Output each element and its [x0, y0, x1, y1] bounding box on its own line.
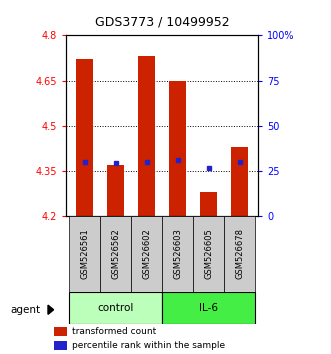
Bar [54, 327, 67, 336]
Bar [162, 216, 193, 292]
Bar [169, 80, 186, 216]
Text: control: control [98, 303, 134, 313]
Text: agent: agent [10, 305, 40, 315]
Text: GSM526562: GSM526562 [111, 229, 120, 279]
Bar [200, 192, 217, 216]
Bar [76, 59, 93, 216]
Bar [131, 216, 162, 292]
Bar [193, 216, 224, 292]
Text: GDS3773 / 10499952: GDS3773 / 10499952 [95, 16, 229, 29]
Bar [231, 147, 248, 216]
Text: GSM526561: GSM526561 [80, 229, 89, 279]
Bar [54, 341, 67, 350]
Bar [162, 292, 255, 324]
Text: transformed count: transformed count [72, 327, 157, 336]
Text: IL-6: IL-6 [199, 303, 218, 313]
Bar [107, 165, 124, 216]
Text: percentile rank within the sample: percentile rank within the sample [72, 341, 225, 350]
Bar [138, 56, 155, 216]
Bar [69, 292, 162, 324]
Bar [100, 216, 131, 292]
Bar [69, 216, 100, 292]
Text: GSM526602: GSM526602 [142, 229, 151, 279]
Text: GSM526603: GSM526603 [173, 229, 182, 279]
Text: GSM526678: GSM526678 [235, 228, 244, 280]
Text: GSM526605: GSM526605 [204, 229, 213, 279]
Bar [224, 216, 255, 292]
Polygon shape [48, 305, 54, 314]
